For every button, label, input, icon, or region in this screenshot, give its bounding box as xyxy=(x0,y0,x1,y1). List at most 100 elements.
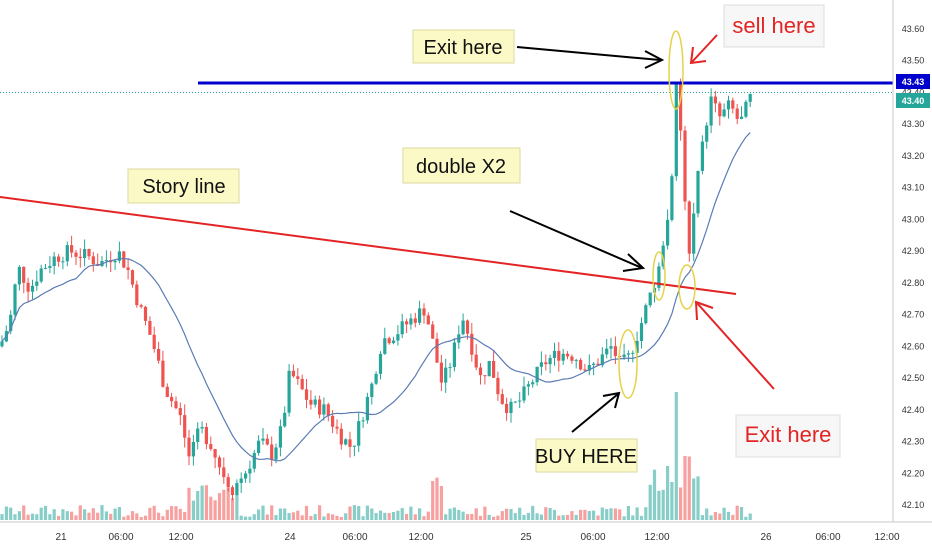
highlight-ellipses xyxy=(618,30,696,399)
volume-bar xyxy=(313,514,317,520)
volume-bar xyxy=(522,514,526,520)
candle-body xyxy=(43,267,48,269)
volume-bar xyxy=(252,514,256,520)
candle-body xyxy=(344,439,348,445)
candle-body xyxy=(361,420,365,422)
candle-body xyxy=(87,249,91,257)
annotation-arrows xyxy=(509,34,775,433)
volume-bar xyxy=(587,511,591,520)
volume-bar xyxy=(644,507,648,520)
volume-bar xyxy=(422,516,426,520)
volume-bar xyxy=(518,507,522,520)
time-axis-background xyxy=(0,522,932,550)
volume-bar xyxy=(391,512,396,520)
candle-body xyxy=(318,399,322,415)
candle-body xyxy=(696,170,700,214)
candle-body xyxy=(9,314,13,332)
volume-bar xyxy=(405,513,409,520)
candle-body xyxy=(252,453,256,469)
volume-bar xyxy=(426,511,430,520)
volume-bar xyxy=(683,456,687,520)
candle-body xyxy=(731,100,735,109)
volume-bar xyxy=(161,516,165,520)
volume-bar xyxy=(431,481,435,520)
candle-body xyxy=(718,103,722,117)
volume-bar xyxy=(661,489,665,520)
candle-body xyxy=(444,367,448,383)
x-tick-label: 12:00 xyxy=(874,532,899,543)
volume-bar xyxy=(570,511,574,520)
y-tick-label: 43.10 xyxy=(902,183,925,193)
candle-body xyxy=(570,356,574,361)
y-tick-label: 42.90 xyxy=(902,246,925,256)
volume-bar xyxy=(439,486,443,520)
volume-bar xyxy=(135,513,139,520)
candle-body xyxy=(418,308,422,323)
volume-bar xyxy=(574,514,578,520)
candle-body xyxy=(183,415,187,438)
volume-bar xyxy=(652,469,657,520)
candle-body xyxy=(348,439,352,447)
candle-body xyxy=(592,363,596,365)
candle-body xyxy=(191,442,195,457)
candle-body xyxy=(17,266,21,285)
volume-bar xyxy=(583,509,587,520)
volume-bar xyxy=(322,516,326,520)
candle-body xyxy=(287,370,291,413)
candle-body xyxy=(139,305,143,307)
candle-body xyxy=(122,251,126,268)
volume-bar xyxy=(139,517,143,520)
candle-body xyxy=(431,324,435,339)
volume-bar xyxy=(626,506,630,520)
volume-bar xyxy=(357,506,361,520)
volume-bar xyxy=(204,485,208,520)
volume-bar xyxy=(361,516,365,520)
volume-bar xyxy=(35,514,39,520)
x-tick-label: 24 xyxy=(284,532,296,543)
volume-bar xyxy=(487,514,491,520)
volume-bar xyxy=(52,509,56,520)
volume-bar xyxy=(283,508,287,520)
x-tick-label: 06:00 xyxy=(108,532,133,543)
candle-body xyxy=(304,389,309,400)
candle-body xyxy=(222,467,226,478)
candle-body xyxy=(526,384,530,387)
candle-body xyxy=(552,350,557,358)
volume-bar xyxy=(674,392,678,520)
candle-body xyxy=(331,415,335,427)
candle-body xyxy=(0,341,4,347)
volume-bar xyxy=(696,476,700,520)
arrow-sell xyxy=(689,34,718,65)
candle-body xyxy=(422,308,426,316)
volume-bar xyxy=(435,477,439,520)
candle-body xyxy=(213,449,217,458)
candle-body xyxy=(613,346,617,356)
volume-bar xyxy=(57,515,61,520)
candle-body xyxy=(400,321,404,335)
volume-bar xyxy=(217,493,222,520)
volume-bar xyxy=(378,510,383,520)
candle-body xyxy=(65,245,69,262)
volume-bar xyxy=(48,514,52,520)
volume-bar xyxy=(339,517,343,520)
volume-bar xyxy=(239,515,243,520)
volume-bar xyxy=(122,516,126,520)
candle-body xyxy=(739,116,744,119)
volume-bar xyxy=(326,513,330,520)
candle-body xyxy=(635,341,639,353)
candle-body xyxy=(561,353,565,361)
candle-body xyxy=(483,375,487,377)
label-box-exit-bottom xyxy=(735,414,841,458)
volume-bar xyxy=(300,515,304,520)
candle-body xyxy=(13,284,17,315)
volume-bar xyxy=(692,478,696,520)
volume-bar xyxy=(130,511,135,520)
candle-body xyxy=(291,370,295,377)
volume-bar xyxy=(104,511,108,520)
volume-bar xyxy=(483,506,487,520)
volume-bar xyxy=(596,515,600,520)
volume-bar xyxy=(335,515,339,520)
label-sell: sell here xyxy=(732,13,815,38)
volume-bar xyxy=(544,507,548,520)
volume-bar xyxy=(230,498,235,520)
